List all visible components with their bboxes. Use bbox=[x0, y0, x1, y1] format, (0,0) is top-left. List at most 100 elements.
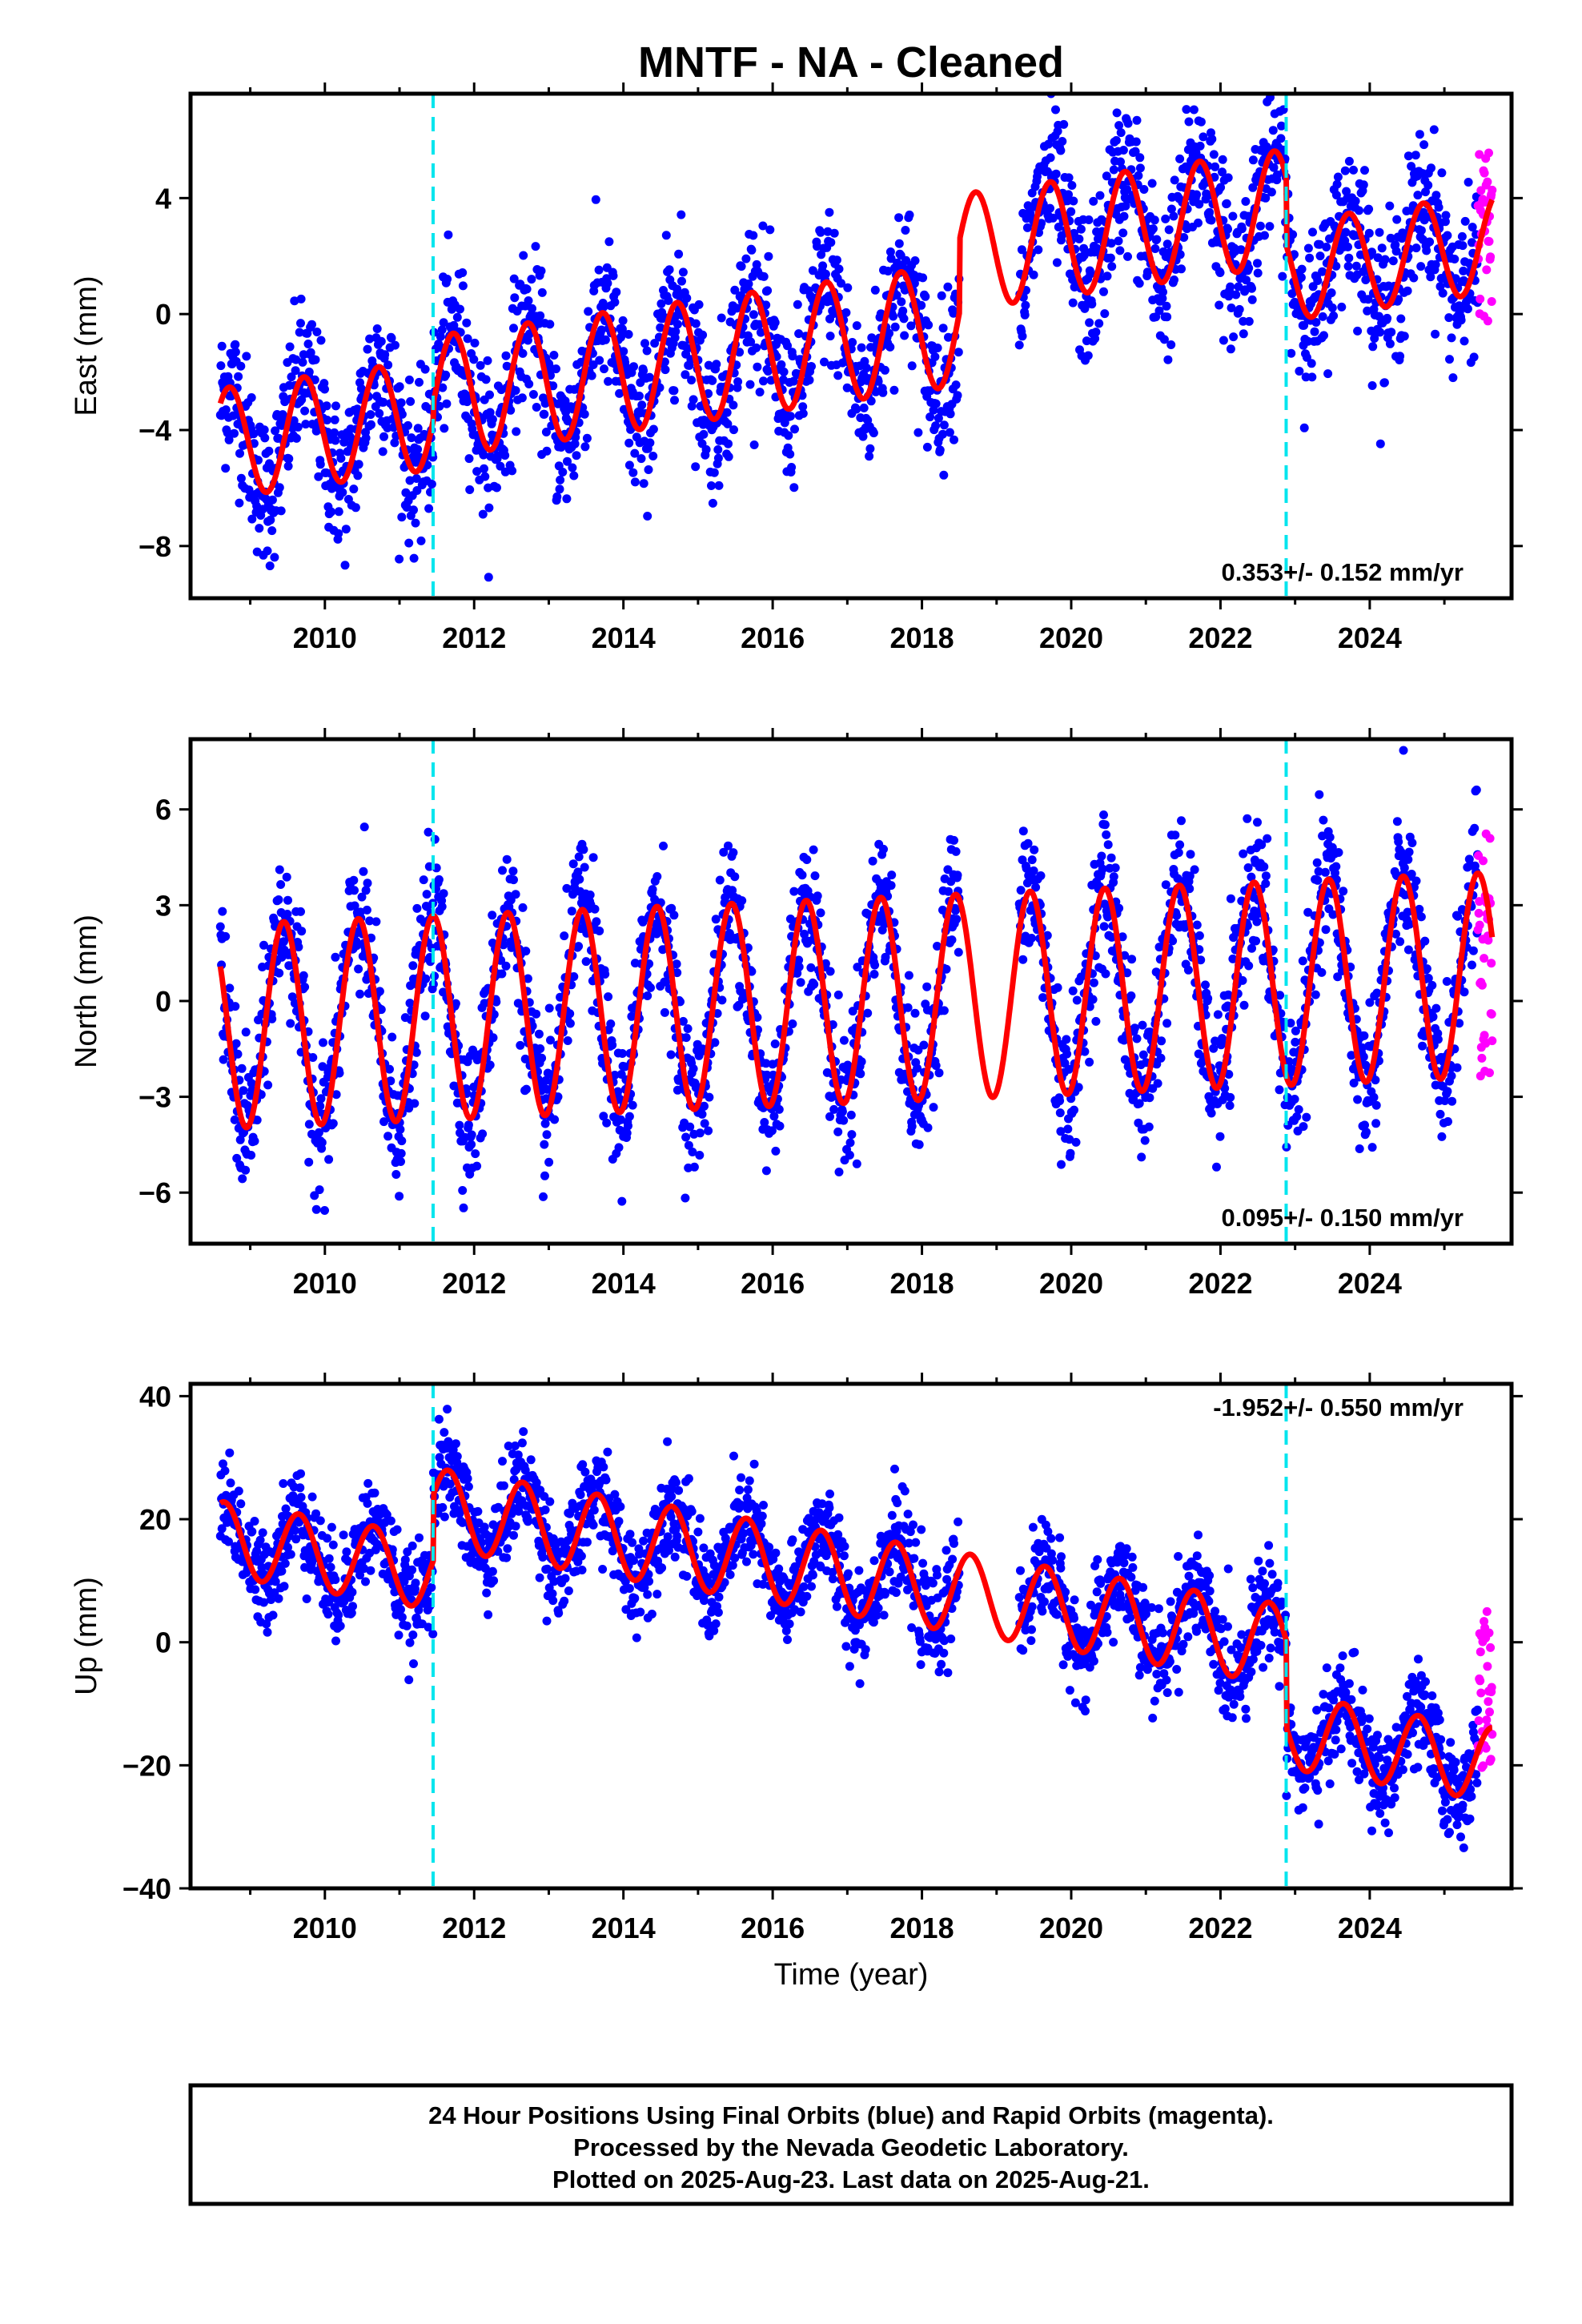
final-point bbox=[1286, 1019, 1295, 1027]
final-point bbox=[359, 822, 369, 832]
final-point bbox=[380, 350, 390, 360]
final-point bbox=[1164, 225, 1174, 235]
final-point bbox=[405, 476, 415, 485]
final-point bbox=[1416, 912, 1426, 922]
final-point bbox=[677, 276, 686, 286]
final-point bbox=[599, 303, 608, 312]
final-point bbox=[458, 1186, 468, 1195]
final-point bbox=[1444, 313, 1454, 323]
final-point bbox=[1088, 995, 1098, 1004]
final-point bbox=[1056, 1127, 1066, 1136]
final-point bbox=[761, 300, 771, 310]
final-point bbox=[265, 459, 274, 468]
final-point bbox=[829, 228, 839, 238]
final-point bbox=[541, 1076, 551, 1085]
final-point bbox=[904, 971, 913, 980]
final-point bbox=[1343, 242, 1352, 251]
final-point bbox=[1147, 179, 1157, 188]
final-point bbox=[1323, 369, 1333, 379]
north-axis-label: North (mm) bbox=[70, 915, 103, 1068]
final-point bbox=[1468, 238, 1476, 247]
final-point bbox=[439, 318, 448, 328]
final-point bbox=[488, 1033, 498, 1043]
final-point bbox=[267, 495, 277, 505]
final-point bbox=[617, 1196, 627, 1206]
final-point bbox=[613, 1087, 623, 1096]
final-point bbox=[1195, 199, 1204, 209]
final-point bbox=[572, 451, 581, 460]
final-point bbox=[606, 1019, 616, 1028]
final-point bbox=[766, 376, 776, 385]
final-point bbox=[1431, 329, 1440, 339]
final-point bbox=[1252, 917, 1262, 927]
final-point bbox=[259, 425, 269, 435]
final-point bbox=[869, 428, 878, 438]
final-point bbox=[730, 285, 740, 295]
final-point bbox=[1431, 191, 1441, 200]
final-point bbox=[1318, 312, 1327, 321]
final-point bbox=[825, 207, 834, 217]
final-point bbox=[1443, 1087, 1452, 1096]
final-point bbox=[591, 195, 600, 204]
final-point bbox=[334, 507, 343, 517]
final-point bbox=[267, 526, 277, 536]
final-point bbox=[231, 340, 240, 349]
final-point bbox=[275, 483, 284, 493]
final-point bbox=[608, 271, 618, 280]
final-point bbox=[524, 380, 534, 388]
final-point bbox=[1079, 243, 1089, 253]
final-point bbox=[705, 1092, 714, 1102]
final-point bbox=[250, 1136, 259, 1146]
final-point bbox=[544, 1157, 554, 1167]
final-point bbox=[1057, 1160, 1066, 1169]
final-point bbox=[833, 990, 843, 999]
final-point bbox=[511, 386, 520, 396]
final-point bbox=[906, 321, 916, 331]
final-point bbox=[363, 344, 372, 354]
final-point bbox=[1247, 295, 1257, 304]
final-point bbox=[913, 1063, 922, 1073]
final-point bbox=[1399, 332, 1409, 341]
final-point bbox=[829, 1104, 839, 1114]
final-point bbox=[1132, 1034, 1142, 1043]
final-point bbox=[506, 405, 516, 415]
final-point bbox=[1172, 911, 1182, 920]
final-point bbox=[1094, 319, 1104, 328]
final-point bbox=[230, 1115, 239, 1124]
final-point bbox=[1144, 1122, 1154, 1132]
final-point bbox=[1408, 201, 1418, 211]
rapid-point bbox=[1486, 252, 1496, 262]
final-point bbox=[1218, 155, 1227, 164]
final-point bbox=[478, 509, 488, 519]
final-point bbox=[761, 1166, 771, 1176]
final-point bbox=[752, 259, 761, 269]
final-point bbox=[673, 968, 682, 978]
final-point bbox=[484, 573, 493, 582]
final-point bbox=[1202, 189, 1211, 199]
final-point bbox=[528, 390, 538, 399]
final-point bbox=[1416, 262, 1426, 271]
rapid-point bbox=[1477, 1053, 1487, 1063]
final-point bbox=[562, 494, 572, 504]
final-point bbox=[1068, 298, 1078, 308]
final-point bbox=[1168, 936, 1178, 946]
final-point bbox=[643, 512, 652, 521]
final-point bbox=[1355, 206, 1363, 215]
final-point bbox=[311, 355, 320, 364]
final-point bbox=[937, 291, 946, 300]
final-point bbox=[1307, 372, 1317, 382]
final-point bbox=[501, 351, 511, 360]
final-point bbox=[383, 1132, 393, 1141]
final-point bbox=[1195, 141, 1205, 151]
final-point bbox=[1056, 146, 1066, 155]
final-point bbox=[667, 903, 677, 913]
final-point bbox=[1277, 121, 1286, 131]
final-point bbox=[1226, 344, 1235, 354]
final-point bbox=[544, 1003, 554, 1013]
final-point bbox=[1325, 833, 1335, 842]
final-point bbox=[648, 424, 658, 434]
final-point bbox=[315, 1185, 324, 1195]
final-point bbox=[1423, 180, 1433, 190]
final-point bbox=[684, 1140, 693, 1150]
